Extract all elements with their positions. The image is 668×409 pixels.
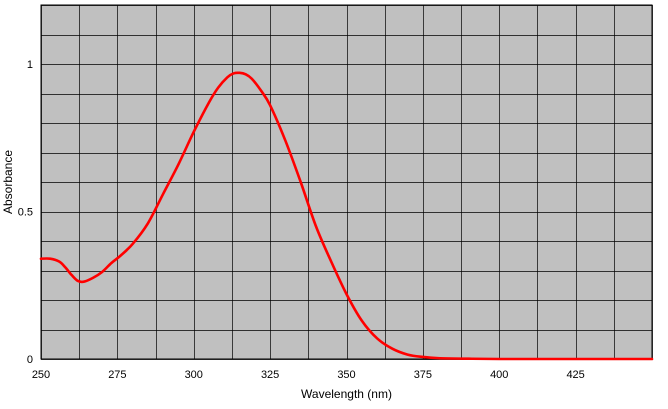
y-tick-label: 0.5	[18, 207, 33, 219]
x-tick-label: 350	[337, 369, 355, 381]
series-layer	[39, 71, 654, 361]
x-tick-label: 425	[566, 369, 584, 381]
y-tick-label: 0	[27, 354, 33, 366]
x-tick-label: 325	[261, 369, 279, 381]
y-axis-label: Absorbance	[1, 150, 15, 214]
x-tick-label: 250	[32, 369, 50, 381]
x-tick-label: 275	[108, 369, 126, 381]
x-axis-label: Wavelength (nm)	[301, 387, 392, 401]
absorbance-series-line	[39, 71, 654, 361]
y-tick-label: 1	[27, 59, 33, 71]
plot-area	[40, 4, 653, 360]
x-tick-label: 375	[414, 369, 432, 381]
grid	[41, 5, 653, 360]
tick-labels: 250 275 300 325 350 375 400 425 0 0.5 1	[18, 59, 585, 381]
x-tick-label: 400	[490, 369, 508, 381]
x-tick-label: 300	[185, 369, 203, 381]
